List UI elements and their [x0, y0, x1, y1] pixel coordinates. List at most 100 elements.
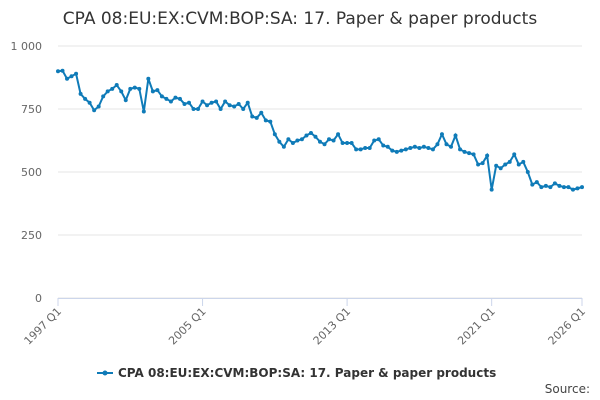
data-point	[60, 68, 65, 73]
data-point	[218, 107, 223, 111]
legend-marker	[102, 370, 108, 376]
data-point	[458, 147, 463, 152]
y-tick-label: 0	[35, 292, 42, 305]
data-point	[570, 187, 575, 192]
data-point	[444, 142, 449, 147]
data-point	[331, 138, 336, 143]
data-point	[435, 142, 440, 147]
data-point	[128, 86, 133, 91]
data-point	[385, 144, 390, 149]
data-point	[512, 152, 517, 157]
data-point	[498, 166, 503, 171]
data-point	[101, 94, 106, 99]
data-point	[295, 138, 300, 143]
data-point	[552, 181, 557, 186]
data-point	[87, 100, 92, 105]
data-point	[467, 151, 472, 156]
data-point	[286, 137, 291, 142]
data-point	[304, 133, 309, 138]
data-point	[313, 134, 318, 139]
data-point	[114, 83, 119, 88]
data-point	[263, 118, 268, 123]
data-point	[476, 162, 481, 167]
data-point	[575, 186, 580, 191]
data-point	[525, 170, 530, 174]
data-point	[503, 162, 508, 167]
data-point	[78, 91, 83, 96]
data-point	[281, 144, 286, 149]
data-point	[376, 137, 381, 142]
data-point	[345, 141, 350, 146]
data-point	[205, 103, 210, 108]
data-point	[308, 130, 313, 135]
chart-title: CPA 08:EU:EX:CVM:BOP:SA: 17. Paper & pap…	[63, 9, 538, 29]
data-point	[580, 185, 584, 190]
x-tick-label: 2013 Q1	[311, 305, 354, 348]
data-point	[223, 99, 228, 104]
data-point	[417, 146, 422, 151]
data-point	[421, 144, 426, 149]
data-point	[277, 139, 282, 144]
data-point	[430, 147, 435, 152]
legend-label: CPA 08:EU:EX:CVM:BOP:SA: 17. Paper & pap…	[118, 366, 496, 380]
data-point	[214, 99, 219, 104]
data-point	[259, 110, 264, 115]
data-point	[363, 146, 368, 151]
data-point	[236, 101, 241, 106]
data-point	[372, 138, 377, 143]
data-point	[155, 88, 160, 93]
data-point	[187, 100, 191, 105]
data-point	[56, 69, 60, 74]
data-point	[507, 159, 512, 164]
data-point	[290, 141, 295, 146]
data-point	[227, 103, 232, 108]
data-point	[146, 76, 151, 81]
data-point	[327, 137, 332, 142]
data-point	[548, 185, 553, 190]
data-point	[177, 96, 182, 101]
data-point	[159, 94, 164, 99]
data-point	[322, 142, 327, 147]
data-point	[318, 139, 322, 144]
y-tick-label: 500	[21, 166, 42, 179]
data-point	[561, 185, 566, 190]
data-point	[65, 76, 70, 81]
data-point	[480, 161, 485, 166]
data-point	[272, 132, 277, 137]
x-tick-label: 1997 Q1	[22, 305, 65, 348]
data-point	[566, 185, 571, 190]
data-point	[250, 114, 255, 119]
y-tick-label: 1 000	[11, 40, 43, 53]
data-point	[232, 104, 237, 109]
data-point	[489, 187, 494, 192]
data-point	[390, 148, 395, 153]
data-point	[245, 100, 250, 105]
source: Source:	[545, 382, 590, 396]
data-point	[485, 153, 490, 158]
data-point	[494, 163, 499, 168]
data-point	[200, 99, 205, 104]
y-tick-label: 750	[21, 103, 42, 116]
y-tick-label: 250	[21, 229, 42, 242]
data-point	[426, 146, 431, 151]
data-point	[354, 147, 359, 152]
data-point	[439, 132, 444, 137]
data-point	[530, 182, 535, 187]
data-point	[381, 143, 386, 148]
data-point	[123, 98, 128, 103]
data-point	[196, 107, 201, 111]
data-point	[119, 89, 124, 94]
data-point	[209, 100, 214, 105]
data-point	[539, 185, 544, 190]
data-point	[557, 183, 562, 188]
data-point	[150, 89, 155, 94]
data-point	[340, 141, 345, 146]
x-tick-label: 2021 Q1	[455, 305, 498, 348]
data-point	[141, 109, 146, 114]
data-point	[191, 107, 196, 111]
data-point	[403, 147, 408, 152]
data-point	[74, 71, 79, 76]
data-point	[358, 147, 363, 152]
data-point	[96, 104, 101, 109]
